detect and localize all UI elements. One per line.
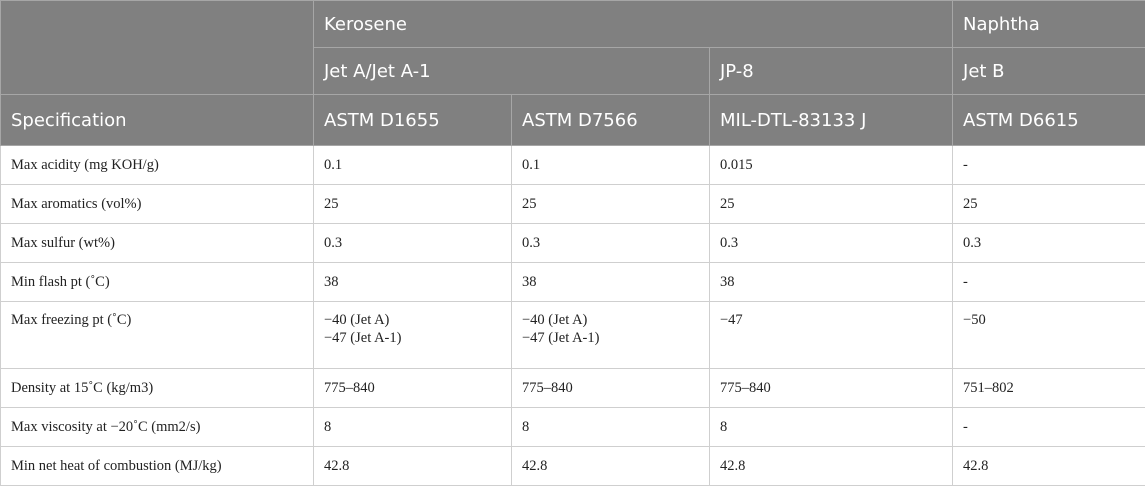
table-cell: - — [953, 263, 1145, 302]
header-specification: Specification — [1, 95, 314, 146]
cell-line: 42.8 — [522, 457, 699, 475]
table-cell: - — [953, 408, 1145, 447]
table-cell: 0.3 — [512, 224, 710, 263]
cell-line: 42.8 — [963, 457, 1135, 475]
table-cell: 775–840 — [710, 369, 953, 408]
table-cell: 775–840 — [314, 369, 512, 408]
row-label: Density at 15˚C (kg/m3) — [1, 369, 314, 408]
cell-line: 0.3 — [720, 234, 942, 252]
table-cell: 8 — [314, 408, 512, 447]
table-header: Kerosene Naphtha Jet A/Jet A-1 JP-8 Jet … — [1, 1, 1145, 146]
cell-line: 38 — [522, 273, 699, 291]
cell-line: 25 — [522, 195, 699, 213]
table-cell: 42.8 — [710, 447, 953, 486]
table-cell: 8 — [710, 408, 953, 447]
cell-line: 8 — [720, 418, 942, 436]
cell-line: −47 (Jet A-1) — [522, 329, 699, 347]
table-cell: 0.3 — [953, 224, 1145, 263]
header-astm-d7566: ASTM D7566 — [512, 95, 710, 146]
table-row: Min flash pt (˚C) 38 38 38 - — [1, 263, 1145, 302]
table-cell: 42.8 — [953, 447, 1145, 486]
header-jp8: JP-8 — [710, 48, 953, 95]
table-row: Min net heat of combustion (MJ/kg) 42.8 42… — [1, 447, 1145, 486]
table-cell: 0.015 — [710, 146, 953, 185]
table-cell: −40 (Jet A)−47 (Jet A-1) — [314, 302, 512, 369]
cell-line: 42.8 — [720, 457, 942, 475]
cell-line: 0.1 — [324, 156, 501, 174]
table-cell: 0.1 — [314, 146, 512, 185]
table-cell: −40 (Jet A)−47 (Jet A-1) — [512, 302, 710, 369]
table-row: Density at 15˚C (kg/m3) 775–840 775–840 775… — [1, 369, 1145, 408]
header-kerosene: Kerosene — [314, 1, 953, 48]
row-label: Max aromatics (vol%) — [1, 185, 314, 224]
header-blank — [1, 1, 314, 95]
header-jet-a: Jet A/Jet A-1 — [314, 48, 710, 95]
table-cell: 38 — [512, 263, 710, 302]
row-label: Max viscosity at −20˚C (mm2/s) — [1, 408, 314, 447]
table-cell: 8 — [512, 408, 710, 447]
table-cell: 38 — [710, 263, 953, 302]
cell-line: −47 — [720, 311, 942, 329]
row-label: Max sulfur (wt%) — [1, 224, 314, 263]
cell-line: −40 (Jet A) — [522, 311, 699, 329]
table-cell: 751–802 — [953, 369, 1145, 408]
table-cell: - — [953, 146, 1145, 185]
table-row: Max sulfur (wt%) 0.3 0.3 0.3 0.3 — [1, 224, 1145, 263]
table-cell: 0.1 — [512, 146, 710, 185]
cell-line: 0.015 — [720, 156, 942, 174]
cell-line: 8 — [522, 418, 699, 436]
cell-line: 775–840 — [324, 379, 501, 397]
cell-line: 25 — [720, 195, 942, 213]
header-row-fuel-type: Kerosene Naphtha — [1, 1, 1145, 48]
cell-line: 751–802 — [963, 379, 1135, 397]
cell-line: 8 — [324, 418, 501, 436]
cell-line: −50 — [963, 311, 1135, 329]
cell-line: - — [963, 156, 1135, 174]
table-body: Max acidity (mg KOH/g) 0.1 0.1 0.015 - Max ar… — [1, 146, 1145, 486]
table-cell: 0.3 — [314, 224, 512, 263]
cell-line: 0.3 — [963, 234, 1135, 252]
table-row: Max freezing pt (˚C)−40 (Jet A)−47 (Jet … — [1, 302, 1145, 369]
table-cell: 25 — [710, 185, 953, 224]
header-astm-d6615: ASTM D6615 — [953, 95, 1145, 146]
cell-line: 38 — [720, 273, 942, 291]
table-row: Max acidity (mg KOH/g) 0.1 0.1 0.015 - — [1, 146, 1145, 185]
cell-line: 25 — [324, 195, 501, 213]
cell-line: −40 (Jet A) — [324, 311, 501, 329]
cell-line: 0.3 — [522, 234, 699, 252]
table-cell: 0.3 — [710, 224, 953, 263]
header-jet-b: Jet B — [953, 48, 1145, 95]
cell-line: - — [963, 418, 1135, 436]
row-label: Min net heat of combustion (MJ/kg) — [1, 447, 314, 486]
table-row: Max viscosity at −20˚C (mm2/s) 8 8 8 - — [1, 408, 1145, 447]
table-row: Max aromatics (vol%) 25 25 25 25 — [1, 185, 1145, 224]
cell-line: 0.1 — [522, 156, 699, 174]
header-mil-dtl: MIL-DTL-83133 J — [710, 95, 953, 146]
cell-line: 0.3 — [324, 234, 501, 252]
cell-line: 775–840 — [720, 379, 942, 397]
cell-line: 775–840 — [522, 379, 699, 397]
table-cell: −50 — [953, 302, 1145, 369]
table-cell: 775–840 — [512, 369, 710, 408]
table-cell: 42.8 — [314, 447, 512, 486]
table-cell: 25 — [953, 185, 1145, 224]
header-astm-d1655: ASTM D1655 — [314, 95, 512, 146]
table-cell: 25 — [314, 185, 512, 224]
cell-line: −47 (Jet A-1) — [324, 329, 501, 347]
table-cell: 38 — [314, 263, 512, 302]
header-naphtha: Naphtha — [953, 1, 1145, 48]
cell-line: 25 — [963, 195, 1135, 213]
table-cell: 25 — [512, 185, 710, 224]
cell-line: - — [963, 273, 1135, 291]
header-row-standard: Specification ASTM D1655 ASTM D7566 MIL-… — [1, 95, 1145, 146]
row-label: Min flash pt (˚C) — [1, 263, 314, 302]
row-label: Max acidity (mg KOH/g) — [1, 146, 314, 185]
cell-line: 42.8 — [324, 457, 501, 475]
cell-line: 38 — [324, 273, 501, 291]
table-cell: −47 — [710, 302, 953, 369]
row-label: Max freezing pt (˚C) — [1, 302, 314, 369]
table-cell: 42.8 — [512, 447, 710, 486]
